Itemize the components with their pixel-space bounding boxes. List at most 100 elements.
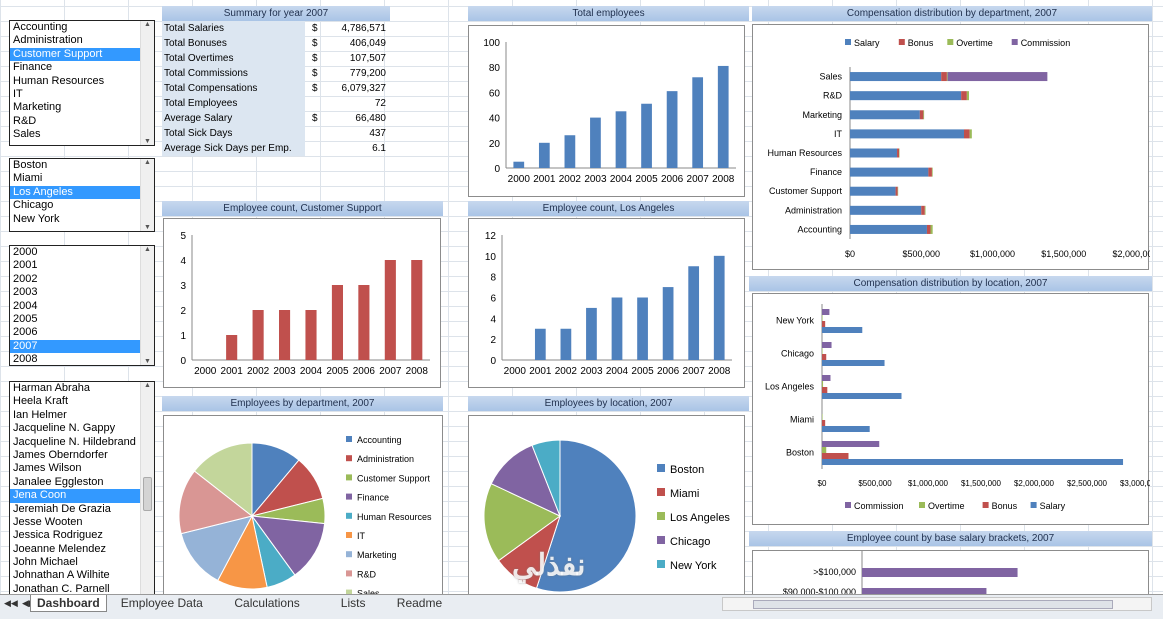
listbox-item[interactable]: 2004 [13, 299, 38, 312]
listbox-item[interactable]: Human Resources [13, 74, 105, 87]
listbox-item[interactable]: 2000 [13, 246, 38, 258]
pie-slice [535, 439, 637, 593]
legend-swatch [346, 551, 352, 558]
listbox-item[interactable]: Customer Support [10, 47, 154, 62]
x-tick-label: $1,000,000 [908, 479, 949, 488]
listbox-item[interactable]: Marketing [13, 101, 62, 114]
y-tick-label: Chicago [781, 349, 814, 359]
listbox-scrollbar[interactable]: ▲ ▼ [140, 21, 154, 145]
location-listbox[interactable]: Boston Miami Los Angeles Chicago New York ▲ ▼ [9, 158, 155, 232]
summary-value: 406,049 [349, 38, 386, 49]
listbox-item[interactable]: James Wilson [13, 462, 82, 475]
listbox-item[interactable]: Los Angeles [10, 185, 154, 200]
listbox-scrollbar[interactable]: ▲ ▼ [140, 246, 154, 365]
listbox-item[interactable]: 2008 [13, 353, 38, 366]
listbox-item[interactable]: Chicago [13, 199, 54, 212]
listbox-item[interactable]: Joeanne Melendez [13, 542, 106, 555]
scroll-down-icon[interactable]: ▼ [144, 138, 151, 145]
sheet-tab[interactable]: Lists [340, 596, 366, 610]
listbox-item[interactable]: Sales [13, 128, 41, 141]
listbox-item[interactable]: 2003 [13, 286, 38, 299]
by-loc-chart[interactable]: Boston Miami Los Angeles Chicago New York [468, 415, 745, 594]
sheet-tab[interactable]: Employee Data [120, 596, 203, 610]
horizontal-scrollbar[interactable] [722, 597, 1152, 611]
listbox-item[interactable]: Boston [13, 159, 48, 171]
comp-loc-chart[interactable]: $0 $500,000 $1,000,000 $1,500,000 $2,000,000… [752, 293, 1161, 525]
department-listbox[interactable]: Accounting Administration Customer Support… [9, 20, 155, 146]
listbox-item[interactable]: 2006 [13, 326, 38, 339]
listbox-item[interactable]: Harman Abraha [13, 382, 91, 394]
listbox-item[interactable]: Johnathan A Wilhite [13, 569, 110, 582]
listbox-scrollbar[interactable]: ▲ [140, 382, 154, 594]
sheet-tab[interactable]: Readme [396, 596, 443, 610]
listbox-item[interactable]: Miami [13, 172, 43, 185]
bar [692, 77, 704, 168]
bar [850, 186, 896, 196]
listbox-item[interactable]: R&D [13, 114, 37, 127]
bar [688, 266, 700, 360]
legend-swatch [982, 502, 989, 508]
listbox-item[interactable]: Janalee Eggleston [13, 475, 104, 488]
legend-swatch [898, 39, 905, 45]
legend-label: Los Angeles [670, 512, 730, 524]
listbox-item[interactable]: 2001 [13, 259, 38, 272]
bar [850, 148, 898, 158]
x-tick-label: 2002 [559, 174, 582, 185]
listbox-item[interactable]: Jena Coon [10, 489, 154, 503]
summary-row: Total Salaries $4,786,571 [162, 21, 390, 36]
scroll-thumb[interactable] [753, 600, 1113, 609]
listbox-item[interactable]: 2002 [13, 272, 38, 285]
listbox-item[interactable]: Ian Helmer [13, 408, 67, 421]
listbox-item[interactable]: John Michael [13, 556, 78, 569]
sheet-tab[interactable]: Calculations [234, 596, 300, 610]
prev-sheet-icon[interactable]: ◀▶ [22, 598, 36, 608]
listbox-item[interactable]: IT [13, 87, 23, 100]
listbox-item[interactable]: Heela Kraft [13, 395, 69, 408]
listbox-item[interactable]: Jesse Wooten [13, 515, 83, 528]
scroll-thumb[interactable] [143, 477, 152, 511]
year-listbox[interactable]: 2000 2001 2002 2003 2004 2005 2006 2007 2008 ▲ ▼ [9, 245, 155, 366]
y-tick-label: Miami [790, 415, 814, 425]
listbox-item[interactable]: James Oberndorfer [13, 448, 108, 461]
legend-label: Bonus [992, 501, 1018, 511]
listbox-item[interactable]: Accounting [13, 21, 68, 33]
first-sheet-icon[interactable]: ◀◀ [4, 598, 18, 608]
y-tick-label: $90,000-$100,000 [783, 587, 856, 594]
listbox-item[interactable]: Jessica Rodriguez [13, 529, 103, 542]
emp-cs-chart[interactable]: 0 1 2 3 4 5 2000 2001 2002 2003 2004 2005 2006 2007 20… [163, 218, 441, 388]
listbox-item[interactable]: New York [13, 212, 60, 225]
listbox-item[interactable]: 2005 [13, 312, 38, 325]
summary-row: Total Bonuses $406,049 [162, 36, 390, 51]
listbox-item[interactable]: Jeremiah De Grazia [13, 502, 111, 515]
summary-row: Total Compensations $6,079,327 [162, 81, 390, 96]
by-dept-chart[interactable]: Accounting Administration Customer Support… [163, 415, 443, 594]
scroll-up-icon[interactable]: ▲ [144, 382, 151, 389]
bar [822, 441, 880, 447]
listbox-item[interactable]: Jacqueline N. Hildebrand [13, 435, 136, 448]
scroll-up-icon[interactable]: ▲ [144, 21, 151, 28]
bar [713, 255, 725, 360]
listbox-item[interactable]: Jacqueline N. Gappy [13, 422, 116, 435]
total-employees-chart[interactable]: 0 20 40 60 80 100 2000 2001 2002 2003 2004 2005 2006… [468, 25, 745, 197]
summary-header: Summary for year 2007 [162, 6, 390, 21]
bar [615, 111, 627, 168]
listbox-item[interactable]: Administration [13, 34, 83, 47]
comp-dept-chart[interactable]: Salary Bonus Overtime Commission $0 $500,000 $… [752, 24, 1158, 270]
listbox-item[interactable]: 2007 [10, 339, 154, 354]
listbox-scrollbar[interactable]: ▲ ▼ [140, 159, 154, 231]
scroll-up-icon[interactable]: ▲ [144, 246, 151, 253]
salary-brackets-chart[interactable]: >$100,000 $90,000-$100,000 [752, 550, 1149, 594]
emp-la-chart[interactable]: 0 2 4 6 8 10 12 2000 2001 2002 2003 2004 2005 2006 200… [468, 218, 745, 388]
legend-label: Commission [1021, 38, 1071, 48]
listbox-item[interactable]: Finance [13, 61, 53, 74]
scroll-up-icon[interactable]: ▲ [144, 159, 151, 166]
sheet-tab[interactable]: Dashboard [30, 595, 107, 612]
legend-swatch [346, 532, 352, 538]
employee-listbox[interactable]: Harman Abraha Heela Kraft Ian Helmer Jacque… [9, 381, 155, 594]
x-tick-label: $2,500,000 [1067, 479, 1108, 488]
scroll-down-icon[interactable]: ▼ [144, 358, 151, 365]
listbox-item[interactable]: Jonathan C. Parnell [13, 582, 110, 594]
worksheet[interactable]: Accounting Administration Customer Support… [0, 0, 1163, 594]
legend-swatch [346, 493, 352, 500]
scroll-down-icon[interactable]: ▼ [144, 224, 151, 231]
